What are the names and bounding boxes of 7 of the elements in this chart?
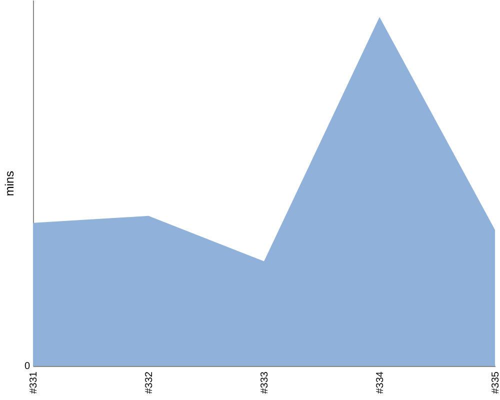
x-tick-label: #331 [28,371,40,394]
x-tick-label: #334 [375,371,386,394]
x-tick-label: #332 [144,371,155,394]
x-tick-label: #335 [490,371,500,394]
y-axis-title: mins [2,170,16,196]
text: 0 [24,361,30,372]
x-tick-label: #333 [260,371,270,394]
